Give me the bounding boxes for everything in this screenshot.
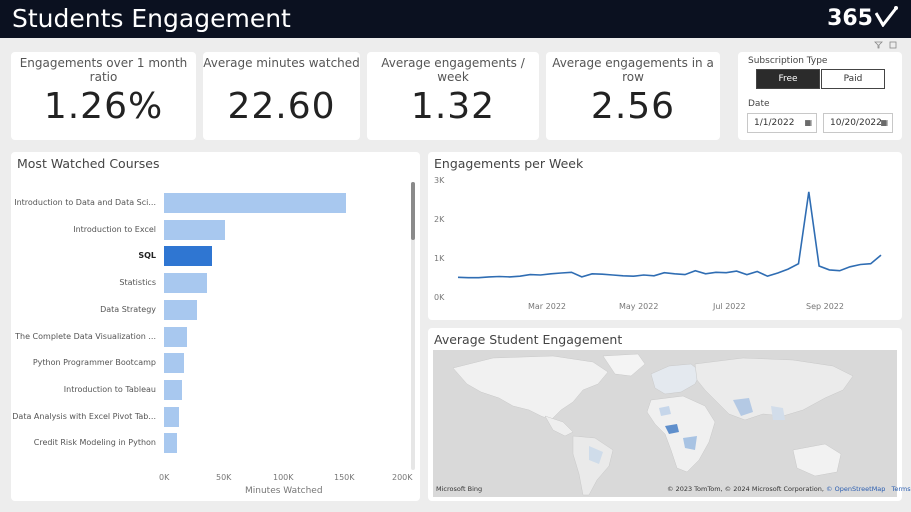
course-label: Statistics bbox=[119, 278, 156, 288]
kpi-value: 1.32 bbox=[410, 86, 496, 127]
course-label: Data Analysis with Excel Pivot Tab... bbox=[12, 411, 156, 421]
kpi-value: 1.26% bbox=[43, 86, 164, 127]
calendar-icon[interactable]: ▦ bbox=[804, 118, 812, 127]
course-bar[interactable] bbox=[164, 379, 182, 400]
course-bar[interactable] bbox=[164, 326, 187, 347]
course-bar[interactable] bbox=[164, 273, 207, 294]
x-tick-label: 150K bbox=[334, 473, 355, 482]
map-attribution: © 2023 TomTom, © 2024 Microsoft Corporat… bbox=[667, 485, 911, 493]
scrollbar-thumb[interactable] bbox=[411, 182, 415, 240]
checkmark-logo-icon bbox=[875, 5, 899, 27]
panel-title: Engagements per Week bbox=[434, 156, 584, 171]
course-label: Python Programmer Bootcamp bbox=[32, 358, 156, 368]
course-bar[interactable] bbox=[164, 433, 178, 454]
course-label: Data Strategy bbox=[100, 304, 156, 314]
kpi-label: Average engagements / week bbox=[381, 56, 525, 84]
kpi-label: Average engagements in a row bbox=[552, 56, 714, 84]
date-from-input[interactable]: 1/1/2022 ▦ bbox=[747, 113, 817, 133]
page-title: Students Engagement bbox=[12, 4, 291, 33]
course-bar[interactable] bbox=[164, 193, 347, 213]
filter-panel: Subscription Type Free Paid Date 1/1/202… bbox=[738, 52, 902, 140]
kpi-label: Average minutes watched bbox=[203, 56, 360, 70]
date-from-value: 1/1/2022 bbox=[754, 118, 795, 128]
terms-link[interactable]: Terms bbox=[891, 485, 911, 493]
y-tick-label: 2K bbox=[434, 215, 445, 224]
x-tick-label: May 2022 bbox=[619, 302, 659, 311]
most-watched-courses-panel: Most Watched Courses Introduction to Dat… bbox=[11, 152, 420, 501]
world-map[interactable] bbox=[433, 350, 897, 497]
kpi-card-engagement-ratio: Engagements over 1 month ratio 1.26% bbox=[11, 52, 196, 140]
panel-title: Most Watched Courses bbox=[17, 156, 160, 171]
y-tick-label: 3K bbox=[434, 176, 445, 185]
average-student-engagement-panel: Average Student Engagement Microsoft Bin… bbox=[428, 328, 911, 501]
course-bar[interactable] bbox=[164, 406, 180, 427]
course-label: Introduction to Data and Data Sci... bbox=[14, 198, 156, 207]
focus-mode-icon[interactable] bbox=[889, 41, 897, 49]
app-header: Students Engagement 365 bbox=[0, 0, 911, 38]
y-tick-label: 0K bbox=[434, 293, 445, 302]
free-toggle-button[interactable]: Free bbox=[756, 69, 820, 89]
kpi-card-avg-engagements-week: Average engagements / week 1.32 bbox=[367, 52, 539, 140]
subscription-type-label: Subscription Type bbox=[748, 56, 828, 66]
x-axis-title: Minutes Watched bbox=[245, 486, 323, 496]
scrollbar-track[interactable] bbox=[411, 182, 415, 470]
course-bar[interactable] bbox=[164, 246, 212, 267]
calendar-icon[interactable]: ▦ bbox=[880, 118, 888, 127]
kpi-value: 2.56 bbox=[590, 86, 676, 127]
course-bar[interactable] bbox=[164, 219, 225, 240]
kpi-value: 22.60 bbox=[227, 86, 336, 127]
x-tick-label: 200K bbox=[392, 473, 413, 482]
x-tick-label: 50K bbox=[216, 473, 232, 482]
date-label: Date bbox=[748, 99, 770, 109]
filter-icon[interactable] bbox=[874, 41, 883, 49]
course-bar[interactable] bbox=[164, 353, 185, 374]
course-label: The Complete Data Visualization ... bbox=[15, 331, 156, 341]
kpi-card-avg-minutes: Average minutes watched 22.60 bbox=[203, 52, 360, 140]
openstreetmap-link[interactable]: © OpenStreetMap bbox=[826, 485, 886, 493]
x-tick-label: Mar 2022 bbox=[528, 302, 566, 311]
x-tick-label: Jul 2022 bbox=[713, 302, 746, 311]
engagements-line-chart bbox=[457, 191, 882, 279]
brand-logo-text: 365 bbox=[827, 6, 873, 31]
course-bar[interactable] bbox=[164, 299, 198, 320]
x-tick-label: Sep 2022 bbox=[806, 302, 844, 311]
course-label: Introduction to Excel bbox=[73, 224, 156, 234]
course-label: SQL bbox=[138, 251, 156, 261]
y-tick-label: 1K bbox=[434, 254, 445, 263]
x-tick-label: 100K bbox=[273, 473, 294, 482]
brand-logo: 365 bbox=[827, 5, 899, 31]
bing-logo: Microsoft Bing bbox=[436, 485, 483, 493]
paid-toggle-button[interactable]: Paid bbox=[821, 69, 885, 89]
attribution-text: © 2023 TomTom, © 2024 Microsoft Corporat… bbox=[667, 485, 827, 493]
engagements-per-week-panel: Engagements per Week 3K 2K 1K 0K Mar 202… bbox=[428, 152, 902, 320]
x-tick-label: 0K bbox=[159, 473, 170, 482]
course-label: Credit Risk Modeling in Python bbox=[33, 438, 156, 448]
engagements-series-line[interactable] bbox=[457, 191, 882, 279]
panel-title: Average Student Engagement bbox=[434, 332, 623, 347]
date-to-value: 10/20/2022 bbox=[830, 118, 882, 128]
visual-header-icons bbox=[874, 41, 897, 49]
date-to-input[interactable]: 10/20/2022 ▦ bbox=[823, 113, 893, 133]
kpi-label: Engagements over 1 month ratio bbox=[19, 56, 188, 84]
kpi-card-avg-engagements-row: Average engagements in a row 2.56 bbox=[546, 52, 720, 140]
course-label: Introduction to Tableau bbox=[63, 384, 156, 394]
